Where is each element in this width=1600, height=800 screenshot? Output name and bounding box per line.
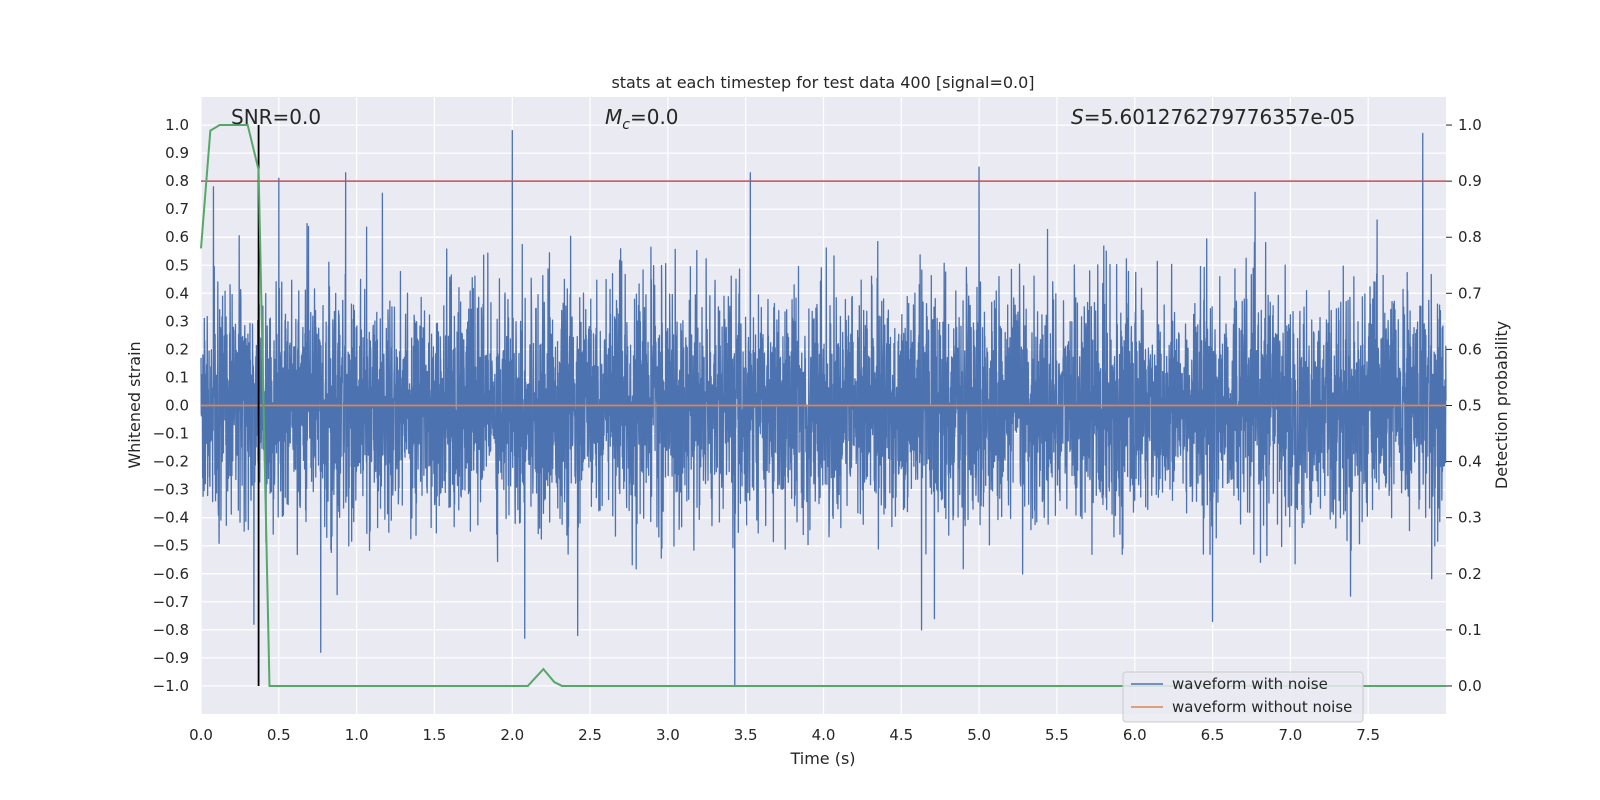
y-tick-label: 0.1 (165, 368, 189, 386)
mc-annotation: Mc=0.0 (605, 105, 679, 133)
y-right-tick-label: 0.8 (1458, 228, 1482, 246)
x-tick-label: 5.5 (1045, 726, 1069, 744)
x-tick-label: 4.5 (889, 726, 913, 744)
y-right-axis-label: Detection probability (1492, 321, 1511, 489)
x-axis-label: Time (s) (789, 749, 855, 768)
y-right-tick-label: 0.2 (1458, 565, 1482, 583)
y-tick-label: −0.7 (153, 593, 189, 611)
x-tick-label: 3.0 (656, 726, 680, 744)
y-tick-label: 0.2 (165, 340, 189, 358)
x-tick-label: 7.5 (1356, 726, 1380, 744)
x-tick-label: 2.5 (578, 726, 602, 744)
y-right-tick-label: 0.4 (1458, 453, 1482, 471)
y-tick-label: −0.8 (153, 621, 189, 639)
mc-subscript: c (622, 117, 630, 133)
x-tick-labels: 0.0 0.5 1.0 1.5 2.0 2.5 3.0 3.5 4.0 4.5 5.0 5.5 6.0 6… (189, 726, 1380, 744)
x-tick-label: 0.0 (189, 726, 213, 744)
y-tick-label: 1.0 (165, 116, 189, 134)
y-tick-label: 0.6 (165, 228, 189, 246)
y-tick-label: 0.5 (165, 256, 189, 274)
y-tick-labels: 1.0 0.9 0.8 0.7 0.6 0.5 0.4 0.3 0.2 0.1 0.0 −0.1 −0.… (153, 116, 189, 695)
snr-annotation: SNR=0.0 (231, 105, 321, 129)
x-tick-label: 6.5 (1201, 726, 1225, 744)
y-tick-label: −0.9 (153, 649, 189, 667)
x-tick-label: 1.0 (345, 726, 369, 744)
x-tick-label: 3.5 (734, 726, 758, 744)
y-right-tick-label: 0.0 (1458, 677, 1482, 695)
series-detection-probability (200, 124, 1446, 687)
y-tick-label: −0.4 (153, 509, 189, 527)
mc-value: =0.0 (630, 105, 679, 129)
x-tick-label: 7.0 (1278, 726, 1302, 744)
legend-label-clean: waveform without noise (1172, 698, 1352, 716)
y-tick-label: 0.3 (165, 312, 189, 330)
y-right-tick-label: 0.6 (1458, 340, 1482, 358)
x-tick-label: 1.5 (423, 726, 447, 744)
x-tick-label: 0.5 (267, 726, 291, 744)
y-axis-label: Whitened strain (125, 341, 144, 468)
y-tick-label: −0.3 (153, 481, 189, 499)
x-tick-label: 2.0 (500, 726, 524, 744)
y-tick-label: 0.4 (165, 284, 189, 302)
y-tick-label: −0.5 (153, 537, 189, 555)
y-tick-label: 0.7 (165, 200, 189, 218)
legend: waveform with noise waveform without noi… (1122, 671, 1364, 723)
y-right-tick-labels: 1.0 0.9 0.8 0.7 0.6 0.5 0.4 0.3 0.2 0.1 0.0 (1446, 116, 1482, 695)
series-waveform-with-noise (200, 130, 1447, 687)
y-tick-label: −0.2 (153, 453, 189, 471)
x-tick-label: 6.0 (1123, 726, 1147, 744)
y-tick-label: −1.0 (153, 677, 189, 695)
y-right-tick-label: 0.7 (1458, 284, 1482, 302)
legend-box (1122, 671, 1364, 723)
y-tick-label: 0.9 (165, 144, 189, 162)
y-tick-label: 0.8 (165, 172, 189, 190)
y-right-tick-label: 0.9 (1458, 172, 1482, 190)
y-right-tick-label: 0.3 (1458, 509, 1482, 527)
x-tick-label: 5.0 (967, 726, 991, 744)
s-annotation: S=5.601276279776357e-05 (1071, 105, 1355, 129)
s-symbol: S (1071, 105, 1084, 129)
y-right-tick-label: 0.1 (1458, 621, 1482, 639)
chart-title: stats at each timestep for test data 400… (611, 73, 1034, 92)
y-tick-label: 0.0 (165, 397, 189, 415)
legend-label-noise: waveform with noise (1172, 675, 1328, 693)
mc-symbol: M (605, 105, 622, 129)
y-right-tick-label: 0.5 (1458, 397, 1482, 415)
y-tick-label: −0.1 (153, 425, 189, 443)
series-layer (200, 124, 1447, 687)
s-value: =5.601276279776357e-05 (1084, 105, 1356, 129)
y-right-tick-label: 1.0 (1458, 116, 1482, 134)
y-tick-label: −0.6 (153, 565, 189, 583)
x-tick-label: 4.0 (812, 726, 836, 744)
